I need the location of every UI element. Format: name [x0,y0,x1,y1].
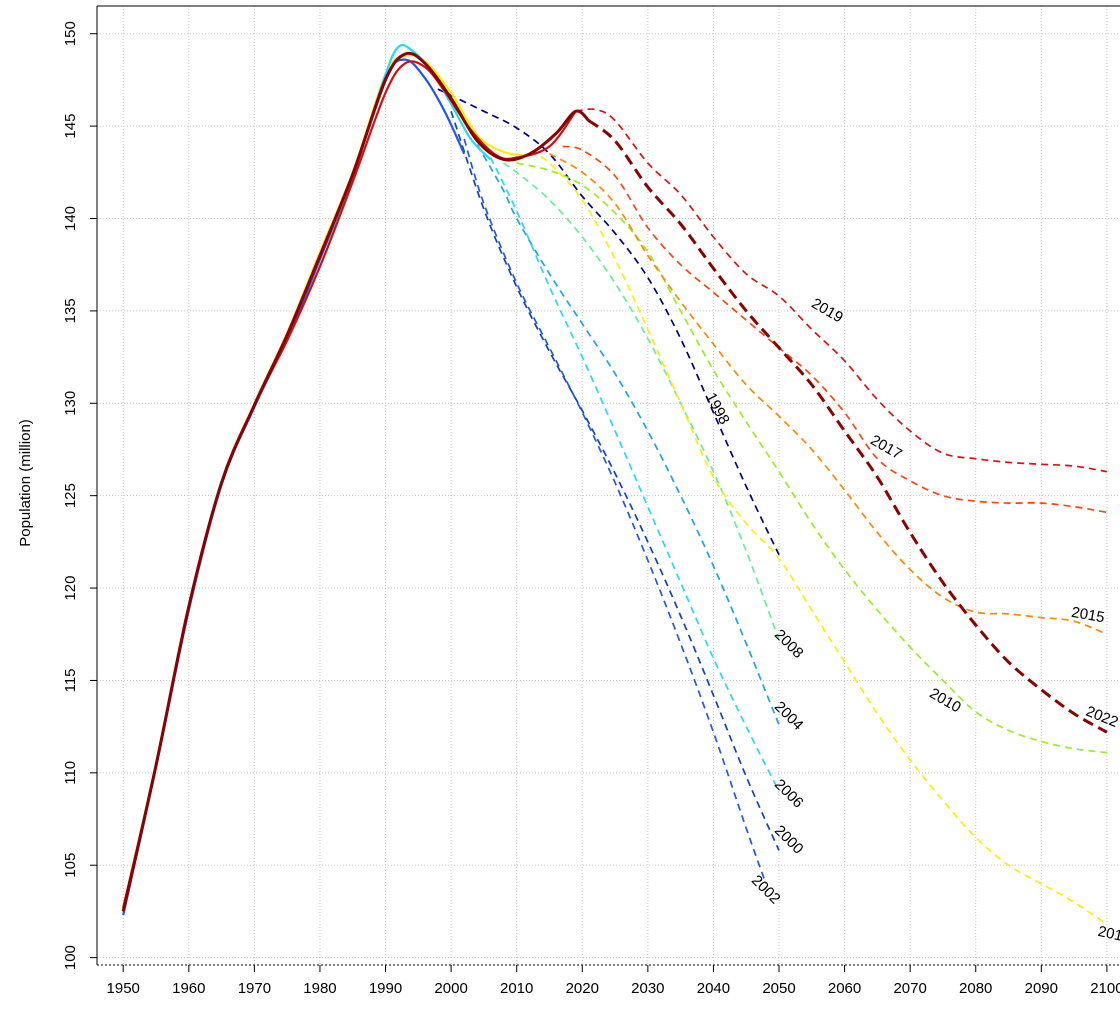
x-tick-label: 1960 [172,980,205,997]
projection-line-2022 [587,119,1108,734]
series-label-2017: 2017 [867,432,904,463]
labels-layer: 1998 2000 2002 2004 2006 2008 2010 2012 2015 2017… [702,295,1120,946]
series-label-2008: 2008 [771,626,807,662]
y-tick-label: 120 [62,576,79,601]
x-tick-label: 1990 [369,980,402,997]
y-tick-label: 135 [62,298,79,323]
y-tick-label: 130 [62,391,79,416]
axes-layer: 1950 1960 1970 1980 1990 2000 2010 2020 2030 2040… [62,5,1120,997]
projection-line-2010 [516,162,1107,754]
series-layer [121,43,1108,926]
y-tick-label: 105 [62,853,79,878]
y-tick-label: 125 [62,483,79,508]
series-label-2002: 2002 [748,872,784,908]
x-tick-label: 2020 [566,980,599,997]
y-tick-label: 100 [62,945,79,970]
projection-line-1998 [437,88,780,556]
x-tick-label: 2070 [893,980,926,997]
projection-line-2017 [562,145,1108,514]
projection-line-2019 [575,108,1108,473]
grid-layer [97,6,1120,965]
y-axis-label: Population (million) [17,419,34,547]
x-tick-label: 2100 [1090,980,1120,997]
projection-line-2000 [450,111,780,851]
x-tick-label: 2050 [762,980,795,997]
series-label-2019: 2019 [808,295,845,326]
y-tick-label: 140 [62,206,79,231]
historical-line [122,60,577,908]
x-tick-label: 1950 [107,980,140,997]
series-label-2012: 2012 [1096,923,1120,947]
projection-line-2008 [503,162,780,641]
x-tick-label: 2000 [434,980,467,997]
y-tick-label: 150 [62,21,79,46]
projection-line-2004 [476,144,780,726]
x-tick-label: 2060 [828,980,861,997]
series-label-2006: 2006 [771,776,807,812]
historical-line [122,53,530,908]
y-tick-label: 115 [62,668,79,692]
historical-line [122,58,466,916]
projection-line-2015 [549,153,1108,635]
x-tick-label: 1980 [303,980,336,997]
series-label-1998: 1998 [702,390,733,427]
historical-line [122,43,492,910]
historical-line [121,51,590,912]
projection-line-2002 [463,138,767,884]
projection-line-2012 [529,151,1108,926]
series-label-2000: 2000 [771,822,807,858]
x-tick-label: 2080 [959,980,992,997]
series-label-2022: 2022 [1083,703,1120,731]
x-tick-label: 2090 [1025,980,1058,997]
projection-line-2006 [489,157,780,792]
series-label-2010: 2010 [926,685,963,716]
series-label-2004: 2004 [771,698,807,734]
series-label-2015: 2015 [1070,604,1106,627]
y-tick-label: 145 [62,114,79,139]
x-tick-label: 2030 [631,980,664,997]
x-tick-label: 2010 [500,980,533,997]
x-tick-label: 2040 [697,980,730,997]
y-tick-label: 110 [62,761,79,785]
x-tick-label: 1970 [238,980,271,997]
